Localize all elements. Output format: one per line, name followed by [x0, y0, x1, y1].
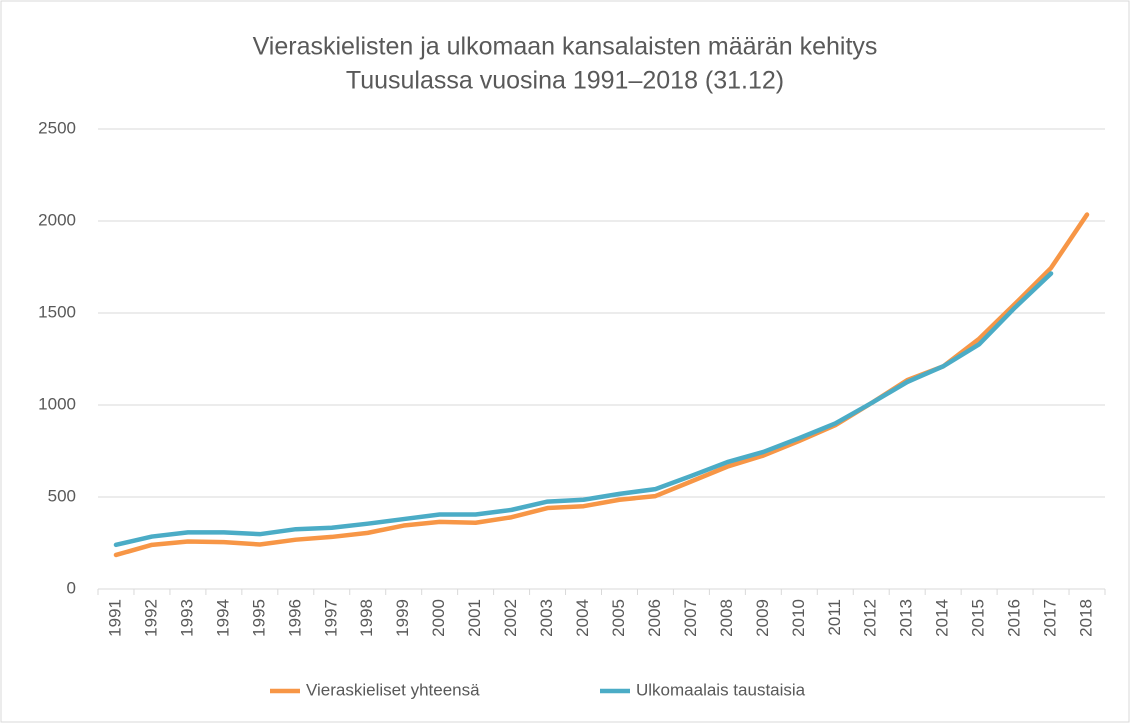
x-tick-label: 1998: [357, 599, 376, 637]
x-tick-label: 2008: [717, 599, 736, 637]
x-tick-label: 2000: [429, 599, 448, 637]
x-tick-label: 1991: [105, 599, 124, 637]
x-tick-label: 2010: [789, 599, 808, 637]
y-tick-label: 2500: [38, 118, 76, 137]
chart-title: Tuusulassa vuosina 1991–2018 (31.12): [346, 67, 784, 95]
y-tick-label: 1500: [38, 302, 76, 321]
x-tick-label: 2009: [753, 599, 772, 637]
x-tick-label: 2004: [573, 599, 592, 637]
x-tick-label: 2006: [645, 599, 664, 637]
y-tick-label: 2000: [38, 210, 76, 229]
y-tick-label: 1000: [38, 394, 76, 413]
x-tick-label: 2003: [537, 599, 556, 637]
x-tick-label: 1995: [249, 599, 268, 637]
x-tick-label: 1996: [285, 599, 304, 637]
x-tick-label: 2005: [609, 599, 628, 637]
x-tick-label: 2007: [681, 599, 700, 637]
x-tick-label: 2018: [1077, 599, 1096, 637]
y-tick-label: 500: [48, 486, 76, 505]
x-tick-label: 2001: [465, 599, 484, 637]
x-tick-label: 2011: [825, 599, 844, 636]
y-tick-label: 0: [67, 578, 76, 597]
x-tick-label: 2013: [897, 599, 916, 637]
x-tick-label: 2016: [1005, 599, 1024, 637]
x-tick-label: 1994: [213, 599, 232, 637]
x-tick-label: 1992: [141, 599, 160, 637]
x-tick-label: 2017: [1041, 599, 1060, 637]
x-tick-label: 2014: [933, 599, 952, 637]
x-tick-label: 2002: [501, 599, 520, 637]
x-tick-label: 2015: [969, 599, 988, 637]
legend-label: Ulkomaalais taustaisia: [636, 680, 806, 699]
x-tick-label: 1999: [393, 599, 412, 637]
x-tick-label: 1997: [321, 599, 340, 637]
x-tick-label: 2012: [861, 599, 880, 637]
legend-label: Vieraskieliset yhteensä: [306, 680, 480, 699]
chart-title: Vieraskielisten ja ulkomaan kansalaisten…: [253, 33, 878, 61]
x-tick-label: 1993: [177, 599, 196, 637]
series-line: [113, 271, 1054, 548]
